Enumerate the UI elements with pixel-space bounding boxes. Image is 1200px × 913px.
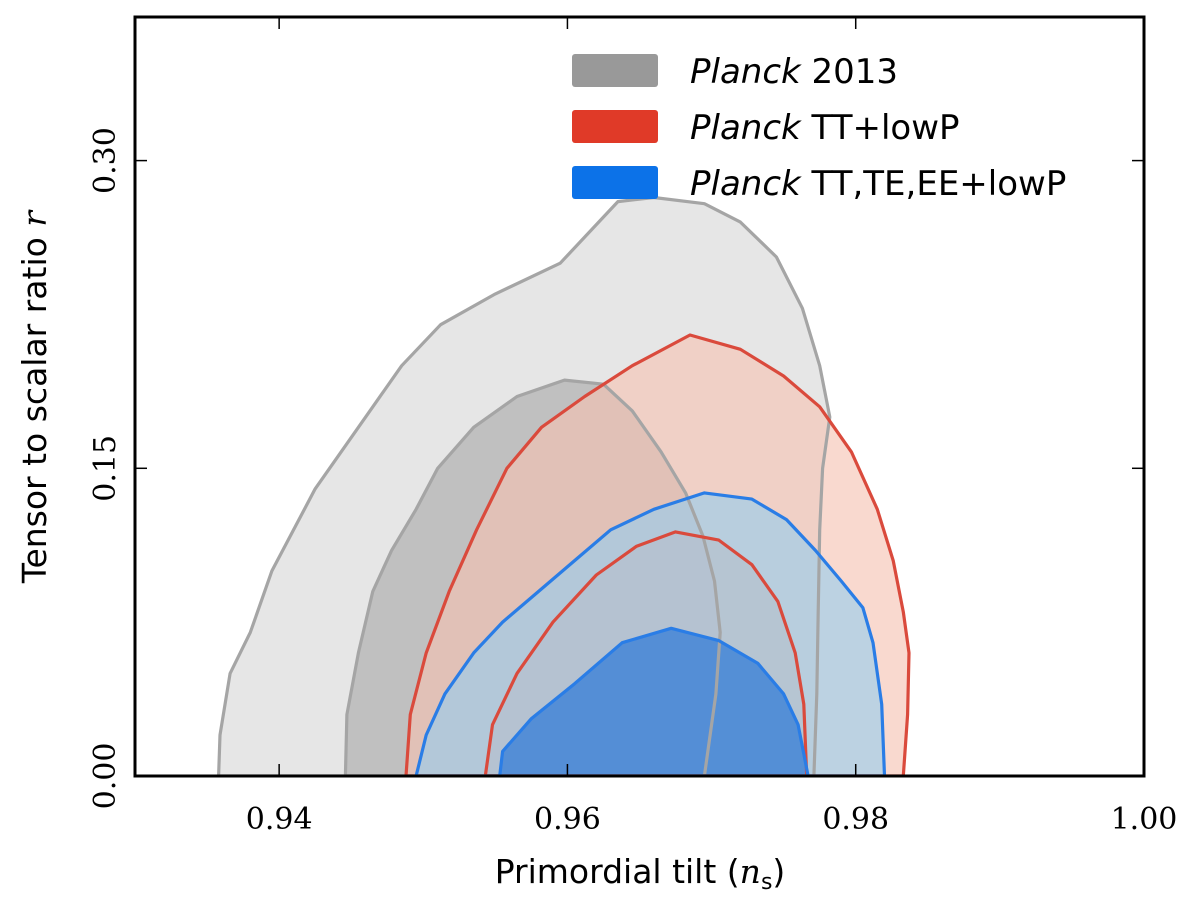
y-tick-label: 0.15 xyxy=(88,435,123,502)
axis-ticks xyxy=(135,17,1145,777)
legend-label-italic: Planck xyxy=(690,108,802,148)
axis-tick-labels: 0.94 0.96 0.98 1.00 0.00 0.15 0.30 xyxy=(88,127,1177,837)
legend-label: Planck TT,TE,EE+lowP xyxy=(690,164,1066,204)
x-tick-label: 0.96 xyxy=(534,802,601,837)
x-tick-label: 0.94 xyxy=(246,802,313,837)
x-tick-label: 0.98 xyxy=(822,802,889,837)
legend-label-italic: Planck xyxy=(690,52,802,92)
contour-68-fill-planck-tt-te-ee-lowp xyxy=(499,628,809,776)
y-tick-label: 0.00 xyxy=(88,743,123,810)
y-tick-label: 0.30 xyxy=(88,127,123,194)
series-lines-planck-tt-lowp xyxy=(404,333,911,776)
contour-68-line-planck-tt-lowp xyxy=(483,530,809,776)
contour-68-line-planck-tt-te-ee-lowp xyxy=(498,626,810,776)
contour-95-line-planck-2013 xyxy=(217,195,832,776)
legend-swatch xyxy=(572,166,658,199)
legend-label-rest: TT+lowP xyxy=(801,108,960,148)
contour-95-line-planck-tt-te-ee-lowp xyxy=(414,491,887,776)
x-axis-label: Primordial tilt (ns) xyxy=(495,852,786,895)
series-lines-planck-tt-te-ee-lowp xyxy=(414,491,887,776)
legend-label-rest: TT,TE,EE+lowP xyxy=(801,164,1067,204)
contour-layer xyxy=(217,195,911,776)
legend-label-italic: Planck xyxy=(690,164,802,204)
legend-swatch xyxy=(572,54,658,87)
legend-swatch xyxy=(572,110,658,143)
contour-95-line-planck-tt-lowp xyxy=(404,333,911,776)
legend-label: Planck TT+lowP xyxy=(690,108,960,148)
legend-label-rest: 2013 xyxy=(801,52,898,92)
y-axis-label: Tensor to scalar ratio r xyxy=(15,209,54,584)
plot-frame xyxy=(133,15,1146,778)
x-tick-label: 1.00 xyxy=(1111,802,1178,837)
legend-label: Planck 2013 xyxy=(690,52,898,92)
